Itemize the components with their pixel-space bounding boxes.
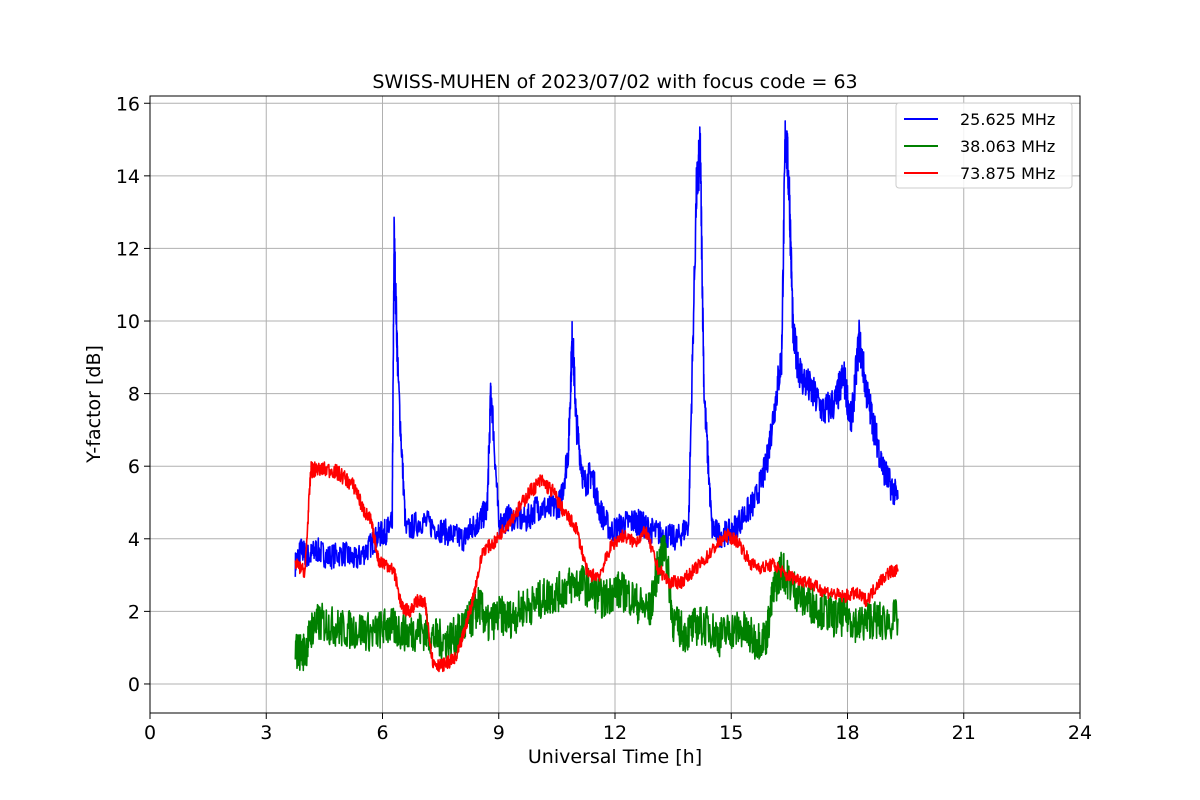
x-tick-label: 18 — [835, 722, 859, 744]
x-tick-label: 6 — [376, 722, 388, 744]
y-tick-label: 2 — [128, 601, 140, 623]
legend-label: 73.875 MHz — [960, 164, 1055, 183]
x-tick-label: 9 — [493, 722, 505, 744]
chart-title: SWISS-MUHEN of 2023/07/02 with focus cod… — [372, 71, 857, 93]
legend: 25.625 MHz 38.063 MHz 73.875 MHz — [895, 102, 1073, 189]
legend-entries: 25.625 MHz 38.063 MHz 73.875 MHz — [904, 110, 1055, 183]
y-tick-label: 6 — [128, 456, 140, 478]
y-tick-label: 14 — [116, 166, 140, 188]
y-tick-label: 12 — [116, 238, 140, 260]
y-tick-label: 8 — [128, 384, 140, 406]
y-tick-label: 4 — [128, 529, 140, 551]
x-tick-label: 15 — [719, 722, 743, 744]
x-tick-label: 21 — [952, 722, 976, 744]
legend-label: 25.625 MHz — [960, 110, 1055, 129]
y-tick-label: 0 — [128, 674, 140, 696]
y-axis-ticks: 0 2 4 6 8 10 12 14 16 — [116, 93, 150, 696]
y-tick-label: 16 — [116, 93, 140, 115]
legend-label: 38.063 MHz — [960, 137, 1055, 156]
x-tick-label: 3 — [260, 722, 272, 744]
x-axis-label: Universal Time [h] — [528, 746, 702, 768]
x-tick-label: 24 — [1068, 722, 1092, 744]
y-axis-label: Y-factor [dB] — [83, 345, 105, 464]
x-tick-label: 0 — [144, 722, 156, 744]
y-tick-label: 10 — [116, 311, 140, 333]
x-axis-ticks: 0 3 6 9 12 15 18 21 24 — [144, 713, 1092, 744]
series-line-1 — [294, 120, 899, 577]
x-tick-label: 12 — [603, 722, 627, 744]
plot-area — [294, 120, 899, 673]
series-line-3 — [294, 460, 899, 673]
legend-box — [895, 102, 1073, 189]
